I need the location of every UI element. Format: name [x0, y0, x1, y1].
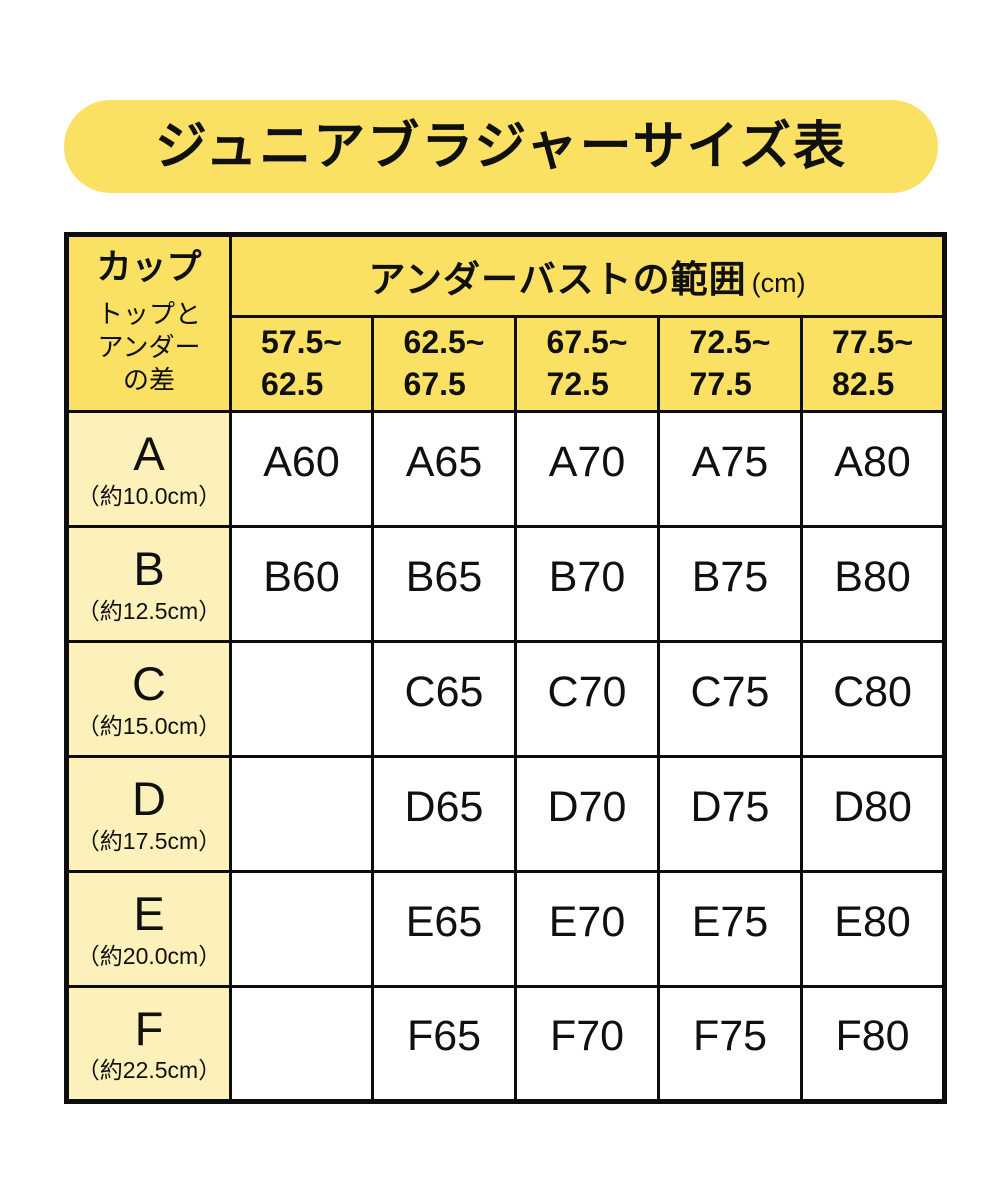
- range-line2: 67.5: [403, 366, 466, 402]
- size-cell: B60: [229, 525, 374, 643]
- cup-diff: （約22.5cm）: [76, 1057, 222, 1084]
- cup-letter: F: [134, 1001, 164, 1055]
- cup-row-label: C （約15.0cm）: [65, 640, 232, 758]
- range-header-cell: 67.5~ 72.5: [514, 315, 660, 413]
- size-cell: C65: [371, 640, 517, 758]
- size-cell: A65: [371, 410, 517, 528]
- size-table-body: A （約10.0cm） A60 A65 A70 A75 A80 B （約12.5cm） B60 B6…: [65, 410, 947, 1103]
- cup-sublabel-line: の差: [122, 365, 175, 396]
- range-line2: 72.5: [546, 366, 609, 402]
- range-line1: 67.5~: [546, 324, 628, 361]
- cup-letter: A: [133, 427, 165, 481]
- table-row: D （約17.5cm） D65 D70 D75 D80: [65, 755, 947, 873]
- page-title: ジュニアブラジャーサイズ表: [154, 117, 848, 176]
- range-line1: 57.5~: [261, 324, 342, 361]
- size-cell: B80: [799, 525, 947, 643]
- underbust-header-title: アンダーバストの範囲: [368, 259, 747, 300]
- size-cell: B65: [371, 525, 517, 643]
- range-header-cell: 62.5~ 67.5: [371, 315, 517, 413]
- cup-diff: （約10.0cm）: [76, 482, 222, 509]
- size-cell: D70: [514, 755, 660, 873]
- size-cell: E80: [799, 870, 947, 988]
- cup-letter: E: [133, 887, 165, 941]
- size-cell: A80: [799, 410, 947, 528]
- size-cell: F65: [371, 985, 517, 1103]
- cup-row-label: F （約22.5cm）: [65, 985, 232, 1103]
- table-row: B （約12.5cm） B60 B65 B70 B75 B80: [65, 525, 947, 643]
- cup-diff: （約20.0cm）: [76, 942, 222, 969]
- cup-diff: （約12.5cm）: [76, 597, 222, 624]
- size-cell: C70: [514, 640, 660, 758]
- size-cell: B75: [657, 525, 803, 643]
- size-cell: C80: [799, 640, 947, 758]
- range-line1: 77.5~: [832, 324, 913, 361]
- cup-sublabel-line: アンダー: [97, 332, 201, 363]
- range-line2: 62.5: [261, 366, 324, 402]
- table-row: A （約10.0cm） A60 A65 A70 A75 A80: [65, 410, 947, 528]
- range-line1: 72.5~: [689, 324, 771, 361]
- cup-letter: C: [132, 657, 166, 711]
- cup-diff: （約15.0cm）: [76, 712, 222, 739]
- size-cell: A60: [229, 410, 374, 528]
- table-row: E （約20.0cm） E65 E70 E75 E80: [65, 870, 947, 988]
- size-cell: D65: [371, 755, 517, 873]
- title-banner: ジュニアブラジャーサイズ表: [64, 100, 938, 193]
- cup-header-sublabel: トップと アンダー の差: [69, 298, 229, 398]
- cup-row-label: A （約10.0cm）: [65, 410, 232, 528]
- table-row: C （約15.0cm） C65 C70 C75 C80: [65, 640, 947, 758]
- cup-row-label: B （約12.5cm）: [65, 525, 232, 643]
- cup-header-cell: カップ トップと アンダー の差: [65, 233, 232, 413]
- cup-letter: D: [132, 772, 166, 826]
- size-cell: F70: [514, 985, 660, 1103]
- size-cell-empty: [229, 985, 374, 1103]
- table-row: F （約22.5cm） F65 F70 F75 F80: [65, 985, 947, 1103]
- size-cell-empty: [229, 640, 374, 758]
- range-line2: 77.5: [689, 366, 752, 402]
- underbust-header-cell: アンダーバストの範囲 (cm): [228, 233, 947, 318]
- size-cell: F80: [799, 985, 947, 1103]
- underbust-header-unit: (cm): [751, 268, 806, 298]
- size-cell: D75: [657, 755, 803, 873]
- size-table: カップ トップと アンダー の差 アンダーバストの範囲 (cm) 57.5~ 62…: [64, 232, 948, 1104]
- size-cell: C75: [657, 640, 803, 758]
- size-cell: A75: [657, 410, 803, 528]
- size-cell: D80: [799, 755, 947, 873]
- size-cell: F75: [657, 985, 803, 1103]
- size-cell-empty: [229, 870, 374, 988]
- size-cell-empty: [229, 755, 374, 873]
- size-cell: E65: [371, 870, 517, 988]
- cup-row-label: E （約20.0cm）: [65, 870, 232, 988]
- size-cell: B70: [514, 525, 660, 643]
- size-cell: E75: [657, 870, 803, 988]
- cup-letter: B: [133, 542, 165, 596]
- underbust-header-row: カップ トップと アンダー の差 アンダーバストの範囲 (cm): [65, 233, 947, 413]
- range-header-cell: 57.5~ 62.5: [229, 315, 374, 413]
- cup-header-label: カップ: [96, 248, 202, 288]
- range-line1: 62.5~: [403, 324, 485, 361]
- range-header-cell: 77.5~ 82.5: [799, 315, 947, 413]
- cup-diff: （約17.5cm）: [76, 827, 222, 854]
- range-line2: 82.5: [832, 366, 895, 402]
- range-header-cell: 72.5~ 77.5: [657, 315, 803, 413]
- size-table-header: カップ トップと アンダー の差 アンダーバストの範囲 (cm) 57.5~ 62…: [65, 233, 947, 413]
- range-header-row: 57.5~ 62.5 62.5~ 67.5 67.5~ 72.5: [67, 315, 947, 413]
- size-cell: E70: [514, 870, 660, 988]
- cup-row-label: D （約17.5cm）: [65, 755, 232, 873]
- size-cell: A70: [514, 410, 660, 528]
- cup-sublabel-line: トップと: [96, 298, 201, 329]
